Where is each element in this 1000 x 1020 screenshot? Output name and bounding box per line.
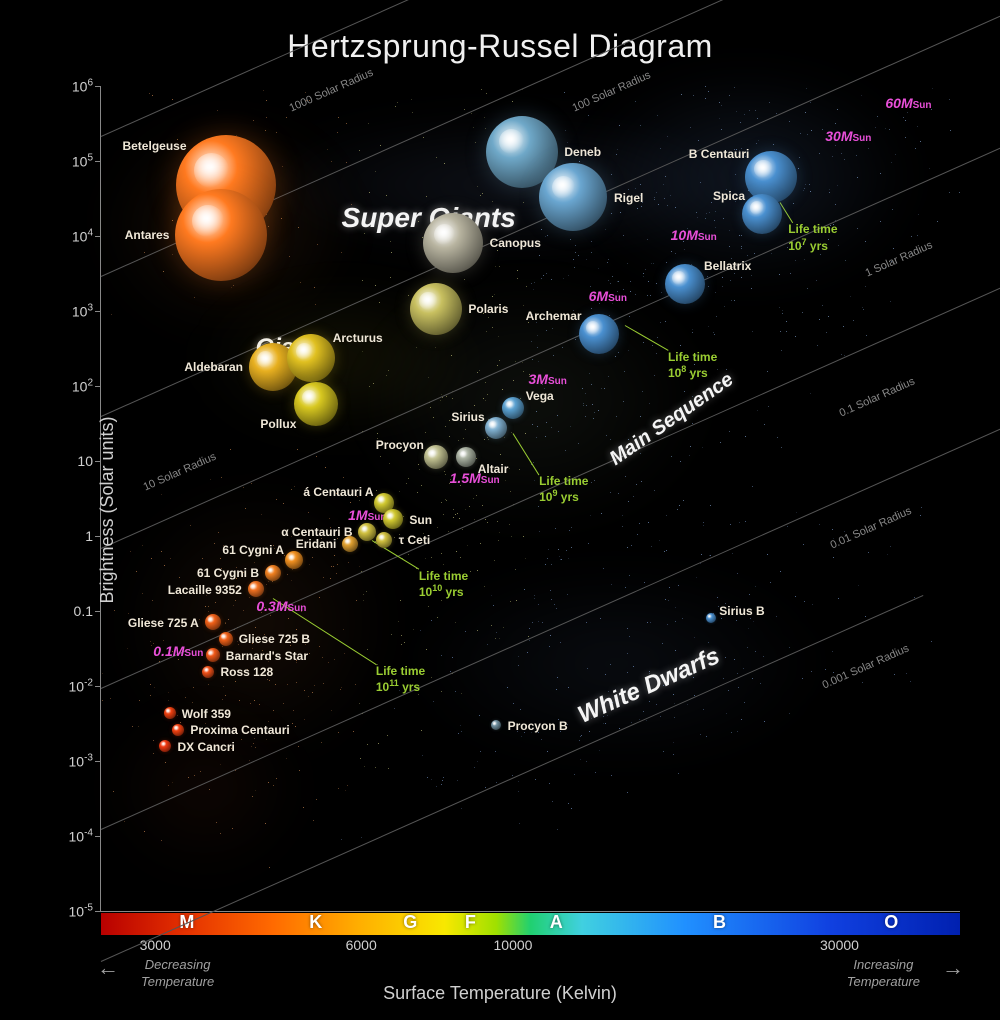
spectral-class-letter: O xyxy=(884,912,898,933)
radius-label: 100 Solar Radius xyxy=(571,69,653,114)
star-marker xyxy=(202,666,214,678)
lifetime-connector xyxy=(625,325,668,351)
radius-label: 10 Solar Radius xyxy=(141,451,217,494)
star-marker xyxy=(742,194,782,234)
star-label: Antares xyxy=(125,228,170,242)
star-label: Rigel xyxy=(614,191,643,205)
star-label: Gliese 725 A xyxy=(128,616,199,630)
star-label: 61 Cygni B xyxy=(197,566,259,580)
star-marker xyxy=(539,163,607,231)
star-marker xyxy=(172,724,184,736)
radius-label: 0.01 Solar Radius xyxy=(829,505,914,552)
star-label: DX Cancri xyxy=(178,740,235,754)
star-label: Procyon xyxy=(376,438,424,452)
star-label: Proxima Centauri xyxy=(190,723,289,737)
radius-label: 1000 Solar Radius xyxy=(288,66,376,114)
lifetime-label: Life time108 yrs xyxy=(668,350,717,381)
star-marker xyxy=(342,536,358,552)
x-tick-label: 30000 xyxy=(820,911,859,953)
mass-label: 6MSun xyxy=(589,288,627,304)
spectral-class-letter: K xyxy=(309,912,322,933)
hr-diagram-plot: ← DecreasingTemperature → IncreasingTemp… xyxy=(100,86,960,912)
x-tick-label: 10000 xyxy=(494,911,533,953)
radius-label: 1 Solar Radius xyxy=(863,239,934,279)
star-marker xyxy=(706,613,716,623)
star-label: Vega xyxy=(526,389,554,403)
star-label: Wolf 359 xyxy=(182,707,231,721)
star-label: τ Ceti xyxy=(399,533,430,547)
star-label: Sirius B xyxy=(719,604,764,618)
radius-label: 0.001 Solar Radius xyxy=(820,642,910,691)
mass-label: 30MSun xyxy=(825,128,871,144)
nebula-cloud xyxy=(351,270,711,530)
lifetime-label: Life time1011 yrs xyxy=(376,664,425,695)
mass-label: 3MSun xyxy=(528,371,566,387)
radius-isoline xyxy=(101,594,924,961)
star-marker xyxy=(205,614,221,630)
star-label: Sirius xyxy=(451,410,484,424)
star-marker xyxy=(285,551,303,569)
lifetime-connector xyxy=(513,433,540,475)
nebula-cloud xyxy=(116,483,396,763)
star-label: 61 Cygni A xyxy=(222,543,284,557)
mass-label: 0.3MSun xyxy=(256,598,306,614)
star-marker xyxy=(159,740,171,752)
star-marker xyxy=(164,707,176,719)
mass-label: 10MSun xyxy=(671,227,717,243)
nebula-cloud xyxy=(104,698,304,878)
spectral-class-letter: G xyxy=(403,912,417,933)
star-marker xyxy=(491,720,501,730)
star-marker xyxy=(383,509,403,529)
star-marker xyxy=(410,283,462,335)
star-marker xyxy=(287,334,335,382)
star-label: Canopus xyxy=(490,236,541,250)
star-marker xyxy=(175,189,267,281)
star-label: Ross 128 xyxy=(221,665,274,679)
star-marker xyxy=(485,417,507,439)
star-marker xyxy=(665,264,705,304)
radius-isoline xyxy=(101,0,723,136)
x-tick-label: 6000 xyxy=(346,911,377,953)
star-label: Arcturus xyxy=(333,331,383,345)
star-marker xyxy=(248,581,264,597)
mass-label: 1.5MSun xyxy=(450,470,500,486)
x-axis-label: Surface Temperature (Kelvin) xyxy=(0,983,1000,1004)
group-label: Main Sequence xyxy=(606,368,738,470)
star-marker xyxy=(358,523,376,541)
star-marker xyxy=(265,565,281,581)
star-label: Polaris xyxy=(468,302,508,316)
star-marker xyxy=(456,447,476,467)
star-label: Deneb xyxy=(564,145,601,159)
star-marker xyxy=(424,445,448,469)
star-label: Eridani xyxy=(296,537,337,551)
lifetime-label: Life time107 yrs xyxy=(788,222,837,253)
star-label: Betelgeuse xyxy=(122,139,186,153)
star-marker xyxy=(579,314,619,354)
star-marker xyxy=(502,397,524,419)
page-title: Hertzsprung-Russel Diagram xyxy=(0,28,1000,65)
star-label: Pollux xyxy=(260,417,296,431)
star-marker xyxy=(376,532,392,548)
spectral-class-letter: A xyxy=(550,912,563,933)
mass-label: 60MSun xyxy=(885,95,931,111)
radius-isoline xyxy=(101,406,1000,830)
radius-label: 0.1 Solar Radius xyxy=(837,375,916,419)
spectral-class-letter: B xyxy=(713,912,726,933)
star-marker xyxy=(206,648,220,662)
lifetime-label: Life time1010 yrs xyxy=(419,569,468,600)
star-label: á Centauri A xyxy=(303,485,373,499)
y-axis-label: Brightness (Solar units) xyxy=(97,416,118,603)
arrow-right-icon: → xyxy=(942,955,964,981)
star-marker xyxy=(219,632,233,646)
star-label: Gliese 725 B xyxy=(239,632,310,646)
star-marker xyxy=(294,382,338,426)
star-marker xyxy=(423,213,483,273)
lifetime-label: Life time109 yrs xyxy=(539,474,588,505)
star-label: Sun xyxy=(409,513,432,527)
mass-label: 0.1MSun xyxy=(153,643,203,659)
spectral-class-letter: F xyxy=(465,912,476,933)
